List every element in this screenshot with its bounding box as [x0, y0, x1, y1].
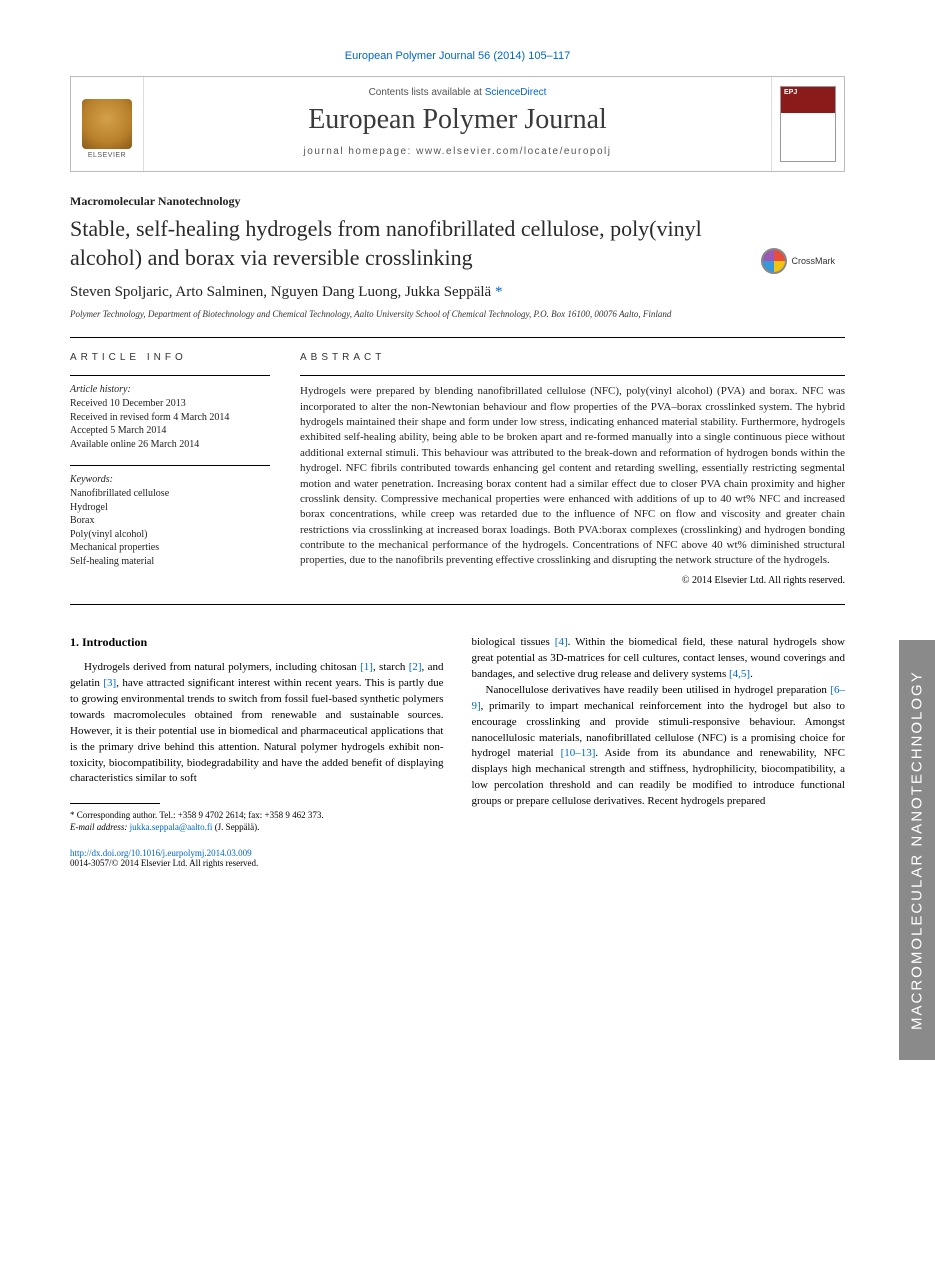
intro-para-1-cont: biological tissues [4]. Within the biome… — [472, 635, 846, 683]
rule-bottom — [70, 604, 845, 605]
p1d: , have attracted significant interest wi… — [70, 677, 444, 785]
journal-header-box: ELSEVIER Contents lists available at Sci… — [70, 76, 845, 172]
abstract-heading: ABSTRACT — [300, 352, 845, 363]
intro-para-1: Hydrogels derived from natural polymers,… — [70, 660, 444, 788]
corresponding-marker: * — [491, 284, 502, 300]
homepage-url[interactable]: www.elsevier.com/locate/europolj — [416, 146, 611, 157]
crossmark-icon — [761, 248, 787, 274]
email-footnote: E-mail address: jukka.seppala@aalto.fi (… — [70, 822, 444, 834]
corresponding-footnote: * Corresponding author. Tel.: +358 9 470… — [70, 810, 444, 822]
abstract-column: ABSTRACT Hydrogels were prepared by blen… — [300, 352, 845, 586]
keywords-label: Keywords: — [70, 474, 270, 485]
email-name: (J. Seppälä). — [212, 822, 259, 832]
footnote-separator — [70, 803, 160, 804]
contents-available: Contents lists available at ScienceDirec… — [154, 87, 761, 98]
p3a: Nanocellulose derivatives have readily b… — [486, 684, 831, 696]
publisher-logo[interactable]: ELSEVIER — [71, 77, 143, 171]
keyword-3: Poly(vinyl alcohol) — [70, 528, 270, 542]
keyword-4: Mechanical properties — [70, 541, 270, 555]
section-label: Macromolecular Nanotechnology — [70, 194, 845, 209]
ref-10-13[interactable]: [10–13] — [561, 747, 596, 759]
p1a: Hydrogels derived from natural polymers,… — [84, 661, 360, 673]
ref-4[interactable]: [4] — [555, 636, 568, 648]
intro-heading: 1. Introduction — [70, 635, 444, 650]
ref-3[interactable]: [3] — [103, 677, 116, 689]
info-rule-2 — [70, 465, 270, 466]
abstract-copyright: © 2014 Elsevier Ltd. All rights reserved… — [300, 575, 845, 586]
issn-copyright: 0014-3057/© 2014 Elsevier Ltd. All right… — [70, 858, 258, 868]
keyword-5: Self-healing material — [70, 555, 270, 569]
doi-block: http://dx.doi.org/10.1016/j.eurpolymj.20… — [70, 848, 444, 868]
article-title: Stable, self-healing hydrogels from nano… — [70, 215, 710, 272]
contents-prefix: Contents lists available at — [369, 87, 485, 98]
journal-name: European Polymer Journal — [154, 104, 761, 136]
p2a: biological tissues — [472, 636, 555, 648]
journal-cover-thumb[interactable] — [772, 77, 844, 171]
body-columns: 1. Introduction Hydrogels derived from n… — [70, 635, 845, 868]
ref-1[interactable]: [1] — [360, 661, 373, 673]
crossmark-badge[interactable]: CrossMark — [761, 248, 835, 274]
cover-image — [780, 86, 836, 162]
sciencedirect-link[interactable]: ScienceDirect — [485, 87, 547, 98]
authors-line: Steven Spoljaric, Arto Salminen, Nguyen … — [70, 284, 845, 301]
ref-4-5[interactable]: [4,5] — [729, 668, 750, 680]
journal-homepage: journal homepage: www.elsevier.com/locat… — [154, 146, 761, 157]
email-label: E-mail address: — [70, 822, 130, 832]
info-abstract-row: ARTICLE INFO Article history: Received 1… — [70, 338, 845, 604]
ref-2[interactable]: [2] — [409, 661, 422, 673]
article-info-column: ARTICLE INFO Article history: Received 1… — [70, 352, 270, 586]
affiliation: Polymer Technology, Department of Biotec… — [70, 309, 845, 319]
body-column-right: biological tissues [4]. Within the biome… — [472, 635, 846, 868]
keyword-2: Borax — [70, 514, 270, 528]
keyword-1: Hydrogel — [70, 501, 270, 515]
p1b: , starch — [373, 661, 409, 673]
history-3: Available online 26 March 2014 — [70, 438, 270, 452]
body-column-left: 1. Introduction Hydrogels derived from n… — [70, 635, 444, 868]
history-block: Article history: Received 10 December 20… — [70, 384, 270, 451]
history-label: Article history: — [70, 384, 270, 395]
email-link[interactable]: jukka.seppala@aalto.fi — [130, 822, 213, 832]
keyword-0: Nanofibrillated cellulose — [70, 487, 270, 501]
publisher-name: ELSEVIER — [88, 152, 126, 159]
page-content: European Polymer Journal 56 (2014) 105–1… — [0, 0, 935, 908]
p2c: . — [750, 668, 753, 680]
abstract-text: Hydrogels were prepared by blending nano… — [300, 384, 845, 569]
info-rule — [70, 375, 270, 376]
article-info-heading: ARTICLE INFO — [70, 352, 270, 363]
header-center: Contents lists available at ScienceDirec… — [143, 77, 772, 171]
intro-para-2: Nanocellulose derivatives have readily b… — [472, 683, 846, 811]
citation-line: European Polymer Journal 56 (2014) 105–1… — [70, 50, 845, 62]
abstract-rule — [300, 375, 845, 376]
history-0: Received 10 December 2013 — [70, 397, 270, 411]
keywords-block: Keywords: Nanofibrillated cellulose Hydr… — [70, 474, 270, 568]
doi-link[interactable]: http://dx.doi.org/10.1016/j.eurpolymj.20… — [70, 848, 252, 858]
homepage-prefix: journal homepage: — [304, 146, 417, 157]
history-1: Received in revised form 4 March 2014 — [70, 411, 270, 425]
elsevier-tree-icon — [82, 99, 132, 149]
authors-names: Steven Spoljaric, Arto Salminen, Nguyen … — [70, 284, 491, 300]
crossmark-label: CrossMark — [791, 256, 835, 266]
history-2: Accepted 5 March 2014 — [70, 424, 270, 438]
